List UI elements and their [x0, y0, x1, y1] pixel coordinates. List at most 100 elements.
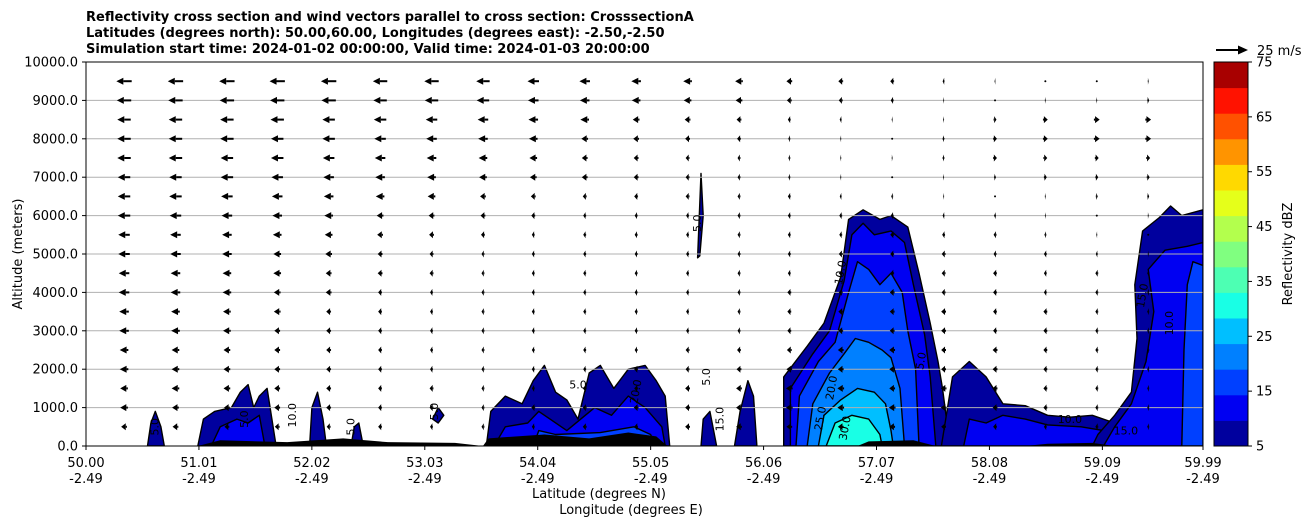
reflectivity-region: [431, 406, 445, 424]
reflectivity-contours: [146, 172, 1203, 446]
wind-vector: [1096, 96, 1098, 104]
wind-vector: [942, 154, 945, 162]
wind-vector: [481, 308, 485, 316]
wind-vector-head: [993, 269, 997, 277]
wind-vector-head: [785, 384, 792, 392]
wind-vector-head: [531, 212, 535, 220]
wind-vector: [634, 423, 639, 431]
wind-vector: [273, 269, 282, 277]
wind-vector: [735, 77, 743, 85]
wind-vector: [684, 116, 691, 124]
wind-vector-head: [481, 231, 485, 239]
wind-vector: [579, 77, 590, 85]
wind-vector-head: [271, 173, 279, 181]
wind-vector: [274, 327, 281, 335]
wind-vector-head: [221, 212, 229, 220]
wind-vector: [994, 195, 997, 198]
wind-vector-head: [377, 231, 382, 239]
wind-vector: [325, 288, 332, 296]
wind-vector-head: [583, 288, 586, 296]
colorbar-segment: [1214, 266, 1248, 293]
wind-vector: [686, 212, 689, 220]
wind-vector-head: [430, 365, 433, 373]
wind-vector-head: [684, 116, 690, 124]
wind-vector-head: [481, 384, 484, 392]
wind-vector-head: [219, 96, 227, 104]
wind-vector: [837, 346, 844, 354]
reflectivity-region: [1102, 241, 1203, 446]
wind-vector: [169, 212, 182, 220]
contour-label: 5.0: [149, 418, 162, 436]
wind-vector: [632, 116, 640, 124]
wind-vector-head: [171, 327, 179, 335]
wind-vector: [167, 77, 184, 85]
wind-vector: [837, 365, 844, 373]
wind-vector: [633, 404, 639, 412]
wind-vector-head: [1044, 154, 1048, 162]
wind-vector-head: [531, 288, 535, 296]
wind-vector-head: [890, 77, 894, 85]
wind-vector-head: [838, 77, 843, 85]
wind-vector-head: [119, 346, 127, 354]
wind-vector: [583, 288, 587, 296]
wind-vector: [119, 308, 129, 316]
reflectivity-region: [308, 391, 328, 446]
wind-vector: [477, 116, 489, 124]
wind-vector-head: [1095, 154, 1099, 162]
wind-vector-head: [685, 365, 689, 373]
wind-vector: [787, 231, 791, 239]
wind-vector-head: [531, 365, 535, 373]
wind-vector-head: [993, 308, 997, 316]
wind-vector-head: [787, 212, 791, 220]
wind-vector-head: [481, 308, 484, 316]
wind-vector: [634, 308, 638, 316]
wind-vector: [788, 173, 791, 181]
wind-vector: [481, 365, 485, 373]
wind-vector: [481, 327, 485, 335]
wind-vector-head: [121, 423, 126, 431]
wind-vector: [378, 365, 382, 373]
wind-vector-head: [788, 135, 790, 143]
wind-vector-head: [582, 404, 586, 412]
wind-vector-head: [840, 135, 842, 143]
wind-vector-head: [1147, 423, 1149, 431]
wind-vector: [481, 423, 485, 431]
wind-vector-head: [1147, 77, 1149, 85]
wind-vector-head: [993, 154, 997, 162]
wind-vector-head: [480, 212, 485, 220]
wind-vector: [686, 250, 689, 258]
wind-vector-head: [686, 327, 689, 335]
wind-vector-head: [634, 423, 638, 431]
wind-vector: [274, 423, 280, 431]
wind-vector-head: [272, 212, 280, 220]
wind-vector-head: [736, 365, 741, 373]
wind-vector: [634, 384, 639, 392]
wind-vector-head: [326, 404, 331, 412]
wind-vector-head: [378, 404, 382, 412]
wind-vector-head: [1095, 423, 1098, 431]
wind-vector-head: [119, 365, 127, 373]
wind-vector: [529, 154, 538, 162]
wind-vector: [430, 327, 433, 335]
wind-vector: [837, 423, 844, 431]
wind-vector-head: [476, 96, 484, 104]
wind-vector: [1044, 192, 1046, 200]
y-tick-label: 4000.0: [33, 286, 79, 301]
x-tick-label-lon: -2.49: [521, 472, 555, 487]
x-tick-label-lat: 50.00: [67, 456, 104, 471]
wind-vector: [1095, 80, 1098, 83]
wind-vector: [169, 173, 182, 181]
wind-vector: [941, 365, 946, 373]
wind-vector: [172, 404, 179, 412]
wind-vector: [786, 96, 792, 104]
wind-vector: [424, 96, 439, 104]
wind-vector-head: [685, 346, 689, 354]
wind-vector-head: [481, 404, 484, 412]
wind-vector: [481, 404, 485, 412]
wind-vector-head: [685, 135, 689, 143]
wind-vector: [786, 423, 793, 431]
wind-vector-head: [685, 423, 689, 431]
wind-vector-head: [117, 154, 125, 162]
wind-vector-head: [941, 423, 946, 431]
wind-vector: [527, 77, 540, 85]
